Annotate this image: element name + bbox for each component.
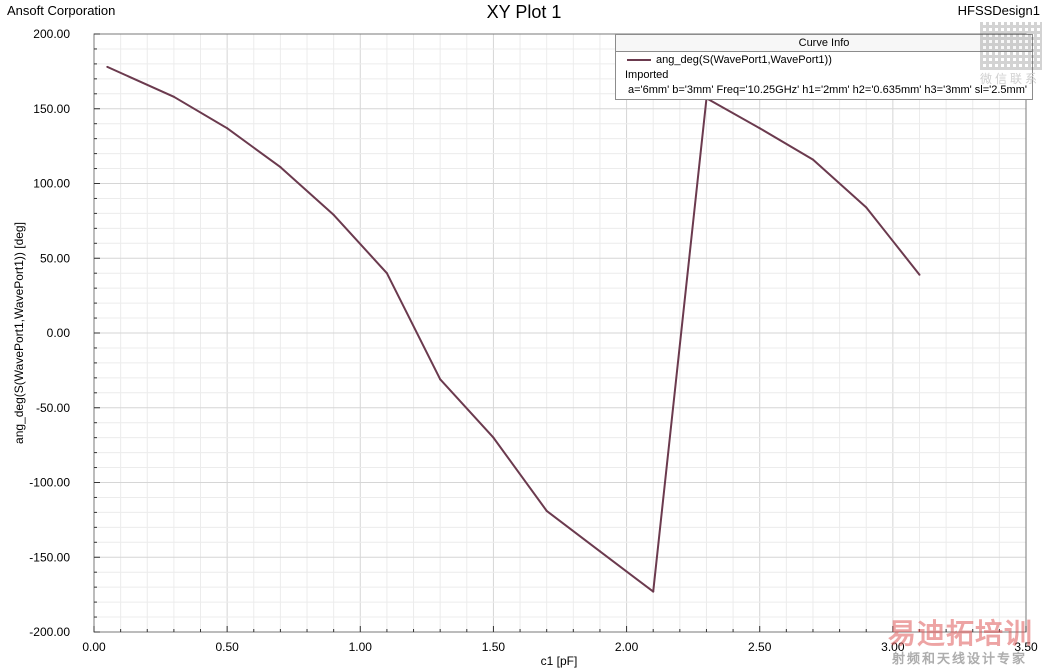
x-tick-label: 0.00 (82, 640, 106, 654)
legend-source: Imported (625, 69, 669, 81)
qr-code-watermark (980, 22, 1042, 70)
legend-line-swatch (627, 59, 651, 61)
y-tick-label: 150.00 (33, 102, 70, 116)
axes (93, 33, 1027, 633)
series-line (106, 65, 921, 593)
x-tick-label: 2.00 (615, 640, 639, 654)
logo-watermark: 易迪拓培训 (888, 617, 1034, 650)
x-tick-label: 2.50 (748, 640, 772, 654)
data-point (439, 378, 442, 381)
company-label: Ansoft Corporation (7, 3, 116, 18)
y-tick-label: -50.00 (36, 401, 70, 415)
plot-title: XY Plot 1 (486, 2, 562, 22)
series-layer (106, 65, 921, 593)
legend-header: Curve Info (616, 35, 1032, 52)
legend-entry[interactable]: ang_deg(S(WavePort1,WavePort1)) (616, 52, 1032, 68)
data-point (918, 273, 921, 276)
x-tick-label: 3.50 (1014, 640, 1038, 654)
data-point (279, 166, 282, 169)
data-point (865, 206, 868, 209)
data-point (172, 95, 175, 98)
x-tick-label: 3.00 (881, 640, 905, 654)
y-tick-label: 100.00 (33, 177, 70, 191)
x-axis-label: c1 [pF] (541, 654, 578, 668)
data-point (492, 436, 495, 439)
data-point (106, 65, 109, 68)
legend-series-name: ang_deg(S(WavePort1,WavePort1)) (656, 54, 832, 66)
data-point (545, 509, 548, 512)
y-tick-label: 0.00 (47, 326, 71, 340)
data-point (811, 158, 814, 161)
x-tick-label: 1.50 (482, 640, 506, 654)
data-point (598, 550, 601, 553)
design-label: HFSSDesign1 (957, 3, 1040, 18)
y-tick-label: 50.00 (40, 251, 70, 265)
logo-subtitle: 射频和天线设计专家 (892, 652, 1028, 667)
x-tick-label: 0.50 (215, 640, 239, 654)
data-point (652, 590, 655, 593)
data-point (758, 127, 761, 130)
y-tick-label: -150.00 (29, 550, 70, 564)
grid (93, 33, 1027, 633)
tick-labels: 200.00 150.00 100.00 50.00 0.00 -50.00 -100.00… (29, 27, 1038, 654)
y-tick-label: -200.00 (29, 625, 70, 639)
y-tick-label: -100.00 (29, 476, 70, 490)
curve-info-legend[interactable]: Curve Info ang_deg(S(WavePort1,WavePort1… (615, 34, 1033, 100)
y-axis-label: ang_deg(S(WavePort1,WavePort1)) [deg] (12, 222, 26, 444)
qr-caption: 微信联系 (980, 72, 1041, 86)
y-tick-label: 200.00 (33, 27, 70, 41)
x-tick-label: 1.00 (349, 640, 373, 654)
data-point (385, 272, 388, 275)
data-point (226, 127, 229, 130)
data-point (332, 213, 335, 216)
legend-params: a='6mm' b='3mm' Freq='10.25GHz' h1='2mm'… (628, 84, 1027, 96)
